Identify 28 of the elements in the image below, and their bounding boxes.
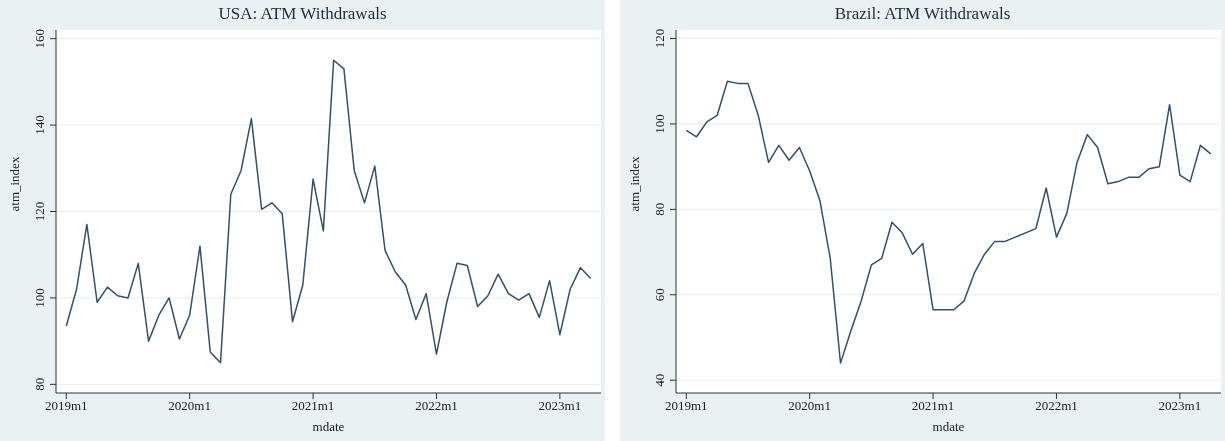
y-tick-label: 80 <box>652 202 667 216</box>
y-tick-label: 160 <box>32 28 47 49</box>
x-tick-label: 2021m1 <box>911 398 955 414</box>
line-series <box>685 80 1212 364</box>
y-tick-label: 100 <box>32 288 47 308</box>
x-tick-label: 2019m1 <box>44 398 88 414</box>
y-tick-label: 140 <box>32 115 47 135</box>
y-tick-label: 100 <box>652 114 667 134</box>
x-tick-label: 2021m1 <box>291 398 335 414</box>
y-tick-label: 40 <box>652 373 667 387</box>
line-series <box>65 59 592 364</box>
x-tick-label: 2023m1 <box>538 398 582 414</box>
y-tick-label: 120 <box>652 28 667 49</box>
x-axis-title: mdate <box>932 419 965 434</box>
y-tick-label: 60 <box>652 288 667 302</box>
chart-title: USA: ATM Withdrawals <box>217 4 388 24</box>
x-tick-label: 2020m1 <box>788 398 831 414</box>
y-axis-title: atm_index <box>626 156 642 212</box>
x-tick-label: 2022m1 <box>1035 398 1078 414</box>
x-tick-label: 2019m1 <box>664 398 708 414</box>
y-axis-title: atm_index <box>6 156 22 212</box>
x-tick-label: 2020m1 <box>168 398 211 414</box>
y-tick-label: 120 <box>32 201 47 222</box>
x-tick-label: 2023m1 <box>1158 398 1202 414</box>
chart-title: Brazil: ATM Withdrawals <box>833 4 1012 24</box>
x-axis-title: mdate <box>312 419 345 434</box>
y-tick-label: 80 <box>32 377 47 391</box>
x-tick-label: 2022m1 <box>415 398 458 414</box>
